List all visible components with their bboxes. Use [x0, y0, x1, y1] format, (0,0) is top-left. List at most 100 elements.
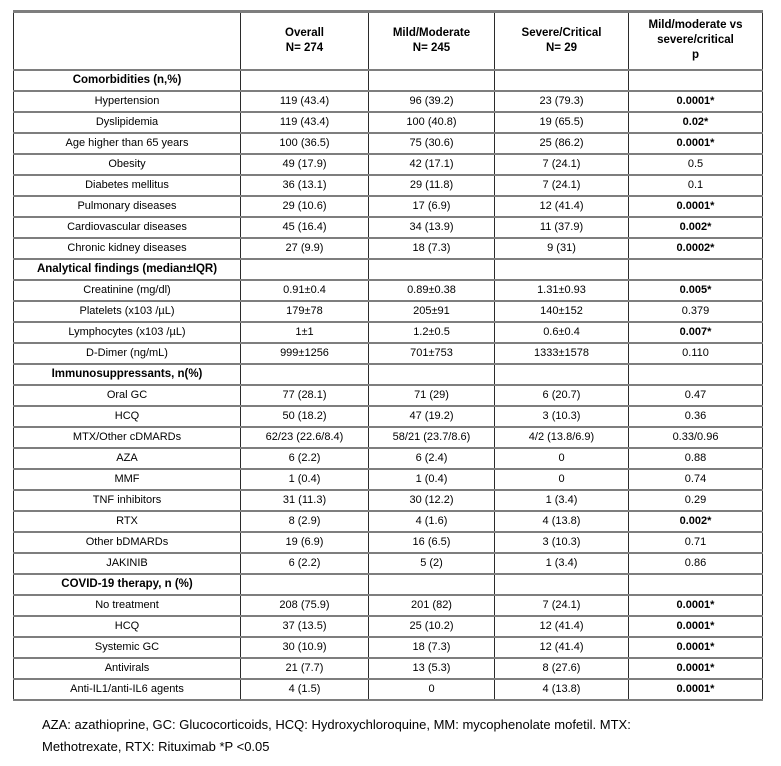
table-row: TNF inhibitors 31 (11.3) 30 (12.2) 1 (3.4) 0…	[13, 489, 763, 512]
value-cell: 6 (2.2)	[240, 447, 369, 470]
value-cell: 96 (39.2)	[368, 90, 495, 113]
p-value-cell: 0.36	[628, 405, 763, 428]
header-severe-critical: Severe/Critical N= 29	[494, 10, 629, 71]
row-label: No treatment	[13, 594, 241, 617]
header-mild-moderate: Mild/Moderate N= 245	[368, 10, 495, 71]
table-row: Systemic GC 30 (10.9) 18 (7.3) 12 (41.4) 0.0…	[13, 636, 763, 659]
header-p-line3: p	[691, 49, 700, 62]
value-cell: 12 (41.4)	[494, 615, 629, 638]
section-row: Analytical findings (median±IQR)	[13, 258, 763, 281]
value-cell: 16 (6.5)	[368, 531, 495, 554]
row-label: Anti-IL1/anti-IL6 agents	[13, 678, 241, 701]
table-row: Obesity 49 (17.9) 42 (17.1) 7 (24.1) 0.5	[13, 153, 763, 176]
header-p-line2: severe/critical	[657, 34, 734, 47]
p-value-cell: 0.5	[628, 153, 763, 176]
value-cell: 4 (13.8)	[494, 678, 629, 701]
value-cell: 6 (20.7)	[494, 384, 629, 407]
value-cell: 0.6±0.4	[494, 321, 629, 344]
value-cell	[494, 258, 629, 281]
table-row: Other bDMARDs 19 (6.9) 16 (6.5) 3 (10.3) 0.7…	[13, 531, 763, 554]
row-label: MMF	[13, 468, 241, 491]
value-cell: 12 (41.4)	[494, 195, 629, 218]
value-cell: 701±753	[368, 342, 495, 365]
header-overall: Overall N= 274	[240, 10, 369, 71]
table-row: Hypertension 119 (43.4) 96 (39.2) 23 (79.3)…	[13, 90, 763, 113]
footnote-line-1: AZA: azathioprine, GC: Glucocorticoids, …	[42, 717, 631, 732]
row-label: Other bDMARDs	[13, 531, 241, 554]
row-label: D-Dimer (ng/mL)	[13, 342, 241, 365]
table-row: MMF 1 (0.4) 1 (0.4) 0 0.74	[13, 468, 763, 491]
value-cell: 18 (7.3)	[368, 237, 495, 260]
value-cell: 3 (10.3)	[494, 405, 629, 428]
p-value-cell: 0.0001*	[628, 132, 763, 155]
p-value-cell: 0.33/0.96	[628, 426, 763, 449]
value-cell: 36 (13.1)	[240, 174, 369, 197]
table-row: Cardiovascular diseases 45 (16.4) 34 (13.9…	[13, 216, 763, 239]
p-value-cell: 0.005*	[628, 279, 763, 302]
section-label: Comorbidities (n,%)	[13, 69, 241, 92]
value-cell: 4 (13.8)	[494, 510, 629, 533]
table-row: Dyslipidemia 119 (43.4) 100 (40.8) 19 (65.5…	[13, 111, 763, 134]
value-cell: 4/2 (13.8/6.9)	[494, 426, 629, 449]
row-label: Hypertension	[13, 90, 241, 113]
row-label: Platelets (x103 /µL)	[13, 300, 241, 323]
footnote-line-2: Methotrexate, RTX: Rituximab *P <0.05	[42, 739, 270, 754]
value-cell: 3 (10.3)	[494, 531, 629, 554]
value-cell: 0	[494, 468, 629, 491]
row-label: RTX	[13, 510, 241, 533]
value-cell: 0.91±0.4	[240, 279, 369, 302]
section-label: Analytical findings (median±IQR)	[13, 258, 241, 281]
p-value-cell: 0.88	[628, 447, 763, 470]
p-value-cell: 0.1	[628, 174, 763, 197]
header-p-value: Mild/moderate vs severe/critical p	[628, 10, 763, 71]
table-row: JAKINIB 6 (2.2) 5 (2) 1 (3.4) 0.86	[13, 552, 763, 575]
value-cell: 6 (2.2)	[240, 552, 369, 575]
row-label: Antivirals	[13, 657, 241, 680]
table-row: Creatinine (mg/dl) 0.91±0.4 0.89±0.38 1.31±…	[13, 279, 763, 302]
table-row: RTX 8 (2.9) 4 (1.6) 4 (13.8) 0.002*	[13, 510, 763, 533]
row-label: Chronic kidney diseases	[13, 237, 241, 260]
header-p-line1: Mild/moderate vs	[648, 19, 743, 32]
row-label: Oral GC	[13, 384, 241, 407]
p-value-cell: 0.379	[628, 300, 763, 323]
value-cell: 1 (0.4)	[240, 468, 369, 491]
p-value-cell: 0.47	[628, 384, 763, 407]
value-cell: 201 (82)	[368, 594, 495, 617]
value-cell	[368, 573, 495, 596]
table-row: Anti-IL1/anti-IL6 agents 4 (1.5) 0 4 (13.8)…	[13, 678, 763, 701]
header-row: Overall N= 274 Mild/Moderate N= 245 Seve…	[13, 10, 763, 71]
table-row: D-Dimer (ng/mL) 999±1256 701±753 1333±1578 0…	[13, 342, 763, 365]
value-cell	[240, 69, 369, 92]
value-cell: 1 (3.4)	[494, 489, 629, 512]
value-cell	[240, 573, 369, 596]
p-value-cell	[628, 69, 763, 92]
value-cell: 49 (17.9)	[240, 153, 369, 176]
value-cell: 37 (13.5)	[240, 615, 369, 638]
p-value-cell: 0.0001*	[628, 678, 763, 701]
value-cell: 19 (6.9)	[240, 531, 369, 554]
value-cell: 42 (17.1)	[368, 153, 495, 176]
value-cell: 4 (1.6)	[368, 510, 495, 533]
header-severe-label: Severe/Critical	[521, 26, 602, 39]
header-mild-n: N= 245	[412, 41, 451, 54]
value-cell	[240, 258, 369, 281]
header-mild-label: Mild/Moderate	[392, 26, 471, 39]
value-cell: 18 (7.3)	[368, 636, 495, 659]
comparison-table: Overall N= 274 Mild/Moderate N= 245 Seve…	[13, 10, 763, 701]
value-cell: 58/21 (23.7/8.6)	[368, 426, 495, 449]
table-row: Platelets (x103 /µL) 179±78 205±91 140±152 0…	[13, 300, 763, 323]
value-cell: 1.31±0.93	[494, 279, 629, 302]
p-value-cell: 0.0001*	[628, 657, 763, 680]
p-value-cell	[628, 363, 763, 386]
p-value-cell: 0.0001*	[628, 636, 763, 659]
p-value-cell: 0.29	[628, 489, 763, 512]
value-cell: 0.89±0.38	[368, 279, 495, 302]
value-cell: 25 (86.2)	[494, 132, 629, 155]
row-label: Cardiovascular diseases	[13, 216, 241, 239]
value-cell	[240, 363, 369, 386]
abbreviations-footnote: AZA: azathioprine, GC: Glucocorticoids, …	[42, 714, 742, 758]
value-cell: 13 (5.3)	[368, 657, 495, 680]
value-cell: 21 (7.7)	[240, 657, 369, 680]
table-row: HCQ 37 (13.5) 25 (10.2) 12 (41.4) 0.0001*	[13, 615, 763, 638]
